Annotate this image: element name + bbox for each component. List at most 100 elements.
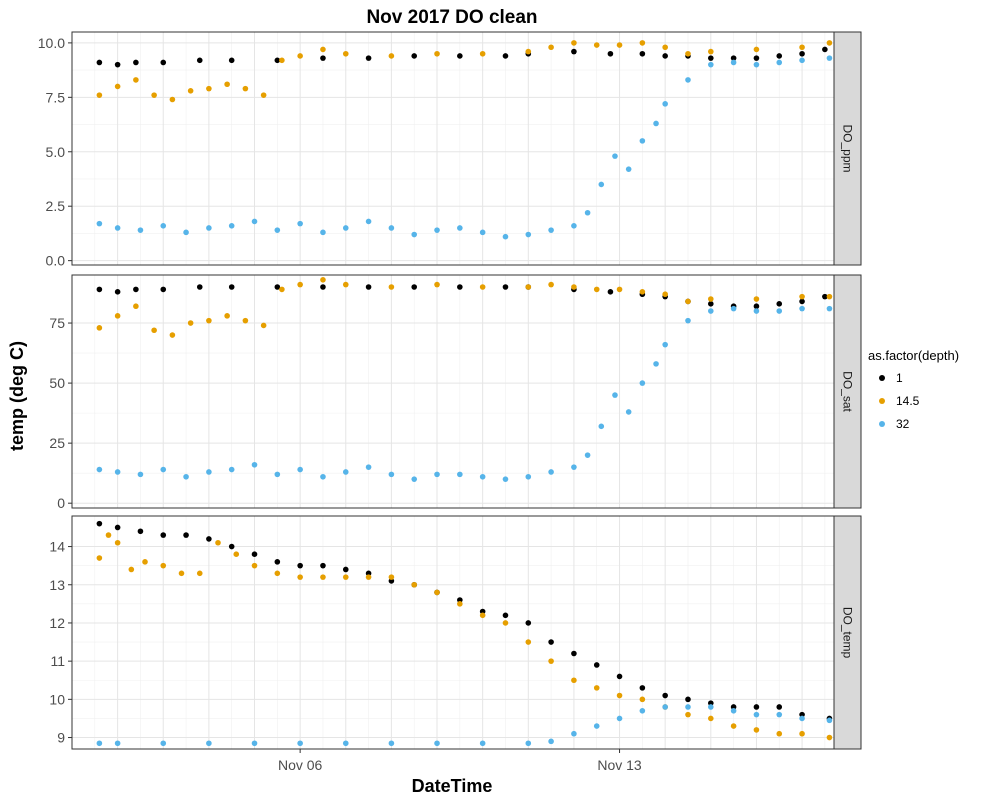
data-point [160,562,167,569]
data-point [297,466,303,473]
data-point [342,574,349,580]
data-point [320,574,326,580]
panel-background [72,275,834,508]
data-point [525,620,532,626]
data-point [662,101,668,107]
data-point [96,555,103,561]
x-tick-label: Nov 06 [278,757,323,773]
data-point [96,220,103,227]
data-point [625,166,632,172]
data-point [320,55,326,61]
data-point [297,740,303,747]
data-point [571,730,577,737]
data-point [224,81,230,88]
data-point [502,53,509,59]
data-point [639,50,646,57]
data-point [365,464,372,470]
data-point [502,284,509,290]
data-point [274,57,281,64]
data-point [411,284,418,290]
data-point [799,57,805,64]
data-point [183,229,189,236]
data-point [479,284,486,290]
data-point [206,85,212,92]
data-point [96,286,103,293]
data-point [708,48,714,55]
y-tick-label: 7.5 [46,89,66,105]
y-tick-label: 10 [49,691,65,707]
data-point [133,303,139,310]
data-point [612,392,618,398]
legend-key [879,398,885,404]
y-tick-label: 2.5 [46,198,66,214]
data-point [228,466,235,473]
data-point [639,138,646,144]
data-point [133,286,139,293]
data-point [776,730,783,737]
data-point [96,59,103,66]
data-point [708,296,714,302]
data-point [151,327,157,334]
data-point [548,738,554,745]
data-point [525,639,532,645]
data-point [753,704,760,710]
data-point [114,313,121,319]
data-point [548,639,554,645]
data-point [228,223,235,229]
data-point [685,711,691,718]
data-point [753,308,760,314]
data-point [776,711,783,718]
data-point [411,581,418,588]
data-point [434,227,440,233]
data-point [114,83,121,90]
data-point [502,612,509,619]
data-point [799,50,805,57]
facet-strip [833,274,862,509]
data-point [169,96,176,103]
data-point [616,42,623,48]
data-point [342,225,349,231]
data-point [502,620,509,626]
data-point [297,281,303,288]
data-point [274,570,281,577]
data-point [215,539,221,546]
y-tick-label: 75 [49,315,65,331]
data-point [96,325,103,331]
data-point [685,696,691,703]
facet-strip [833,515,862,750]
data-point [799,715,805,722]
y-tick-label: 5.0 [46,144,66,160]
data-point [457,601,463,607]
data-point [114,469,121,475]
data-point [96,740,103,747]
data-point [639,289,646,295]
data-point [571,223,577,229]
data-point [826,55,833,61]
data-point [708,61,714,68]
data-point [571,284,577,290]
data-point [260,322,267,329]
x-axis-title: DateTime [412,776,493,796]
data-point [183,473,189,480]
data-point [708,55,714,61]
data-point [434,589,440,596]
data-point [114,289,121,295]
data-point [96,466,103,473]
data-point [388,471,395,478]
y-tick-label: 10.0 [38,35,65,51]
data-point [297,220,303,227]
data-point [525,473,532,480]
data-point [114,225,121,231]
data-point [178,570,185,577]
data-point [548,227,554,233]
y-tick-label: 14 [49,539,65,555]
legend-label: 32 [896,417,910,431]
data-point [388,53,395,59]
data-point [479,740,486,747]
data-point [479,229,486,236]
data-point [196,57,203,64]
data-point [160,223,167,229]
data-point [616,286,623,293]
data-point [525,231,532,238]
